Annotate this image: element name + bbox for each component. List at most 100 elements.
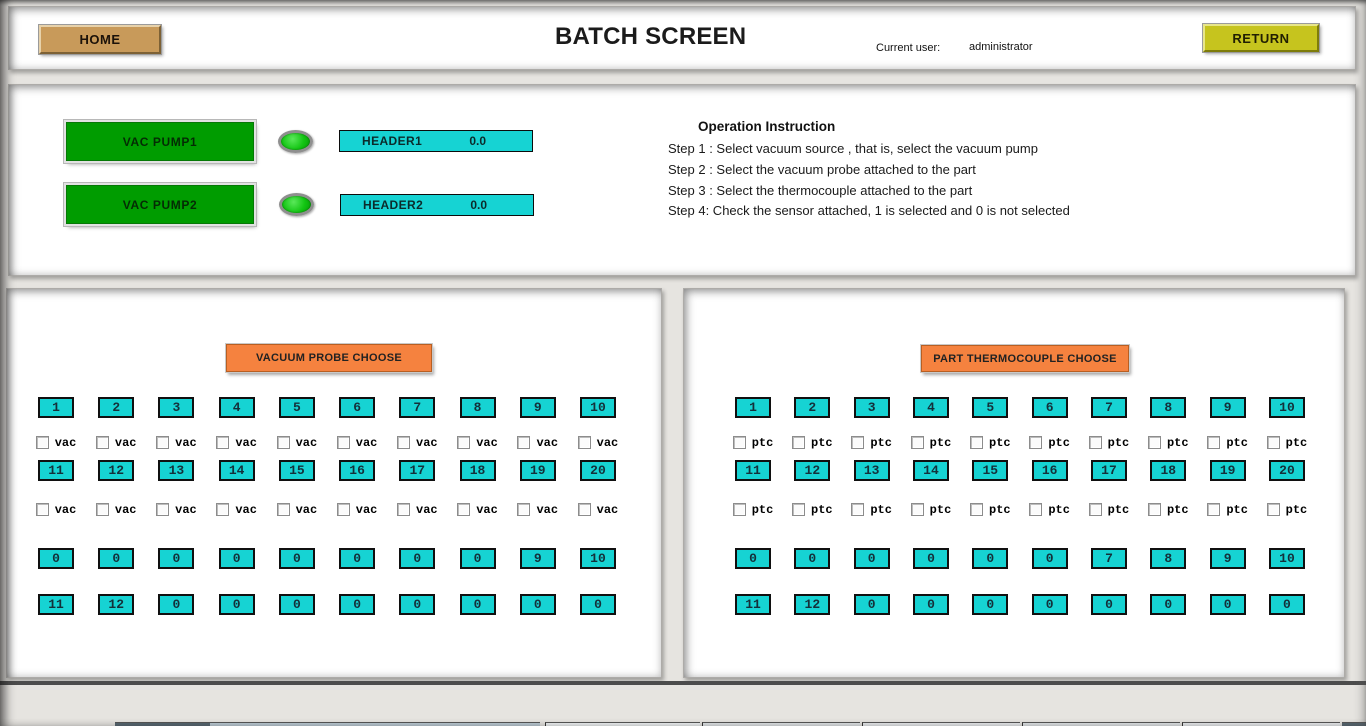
ptc-checkbox[interactable]: ptc: [1205, 430, 1251, 455]
checkbox-label: ptc: [751, 502, 774, 517]
ptc-checkbox[interactable]: ptc: [967, 497, 1013, 522]
vac-checkbox[interactable]: vac: [93, 430, 139, 455]
ptc-checkbox[interactable]: ptc: [849, 430, 895, 455]
checkbox-icon[interactable]: [156, 436, 170, 449]
current-user-label: Current user:: [876, 42, 941, 54]
vac-checkbox[interactable]: vac: [394, 430, 440, 455]
vac-checkbox[interactable]: vac: [153, 430, 199, 455]
ptc-checkbox[interactable]: ptc: [1264, 497, 1310, 522]
checkbox-icon[interactable]: [216, 503, 230, 516]
checkbox-icon[interactable]: [336, 503, 350, 516]
vac-checkbox[interactable]: vac: [575, 430, 621, 455]
vac-pump2-button[interactable]: VAC PUMP2: [66, 185, 254, 224]
ptc-checkbox[interactable]: ptc: [908, 430, 954, 455]
ptc-checkbox[interactable]: ptc: [789, 497, 835, 522]
checkbox-icon[interactable]: [457, 503, 471, 516]
vac-checkbox[interactable]: vac: [214, 497, 260, 522]
ptc-checkbox[interactable]: ptc: [967, 430, 1013, 455]
checkbox-icon[interactable]: [1147, 436, 1161, 449]
checkbox-icon[interactable]: [851, 436, 865, 449]
vac-checkbox[interactable]: vac: [33, 430, 79, 455]
vac-pump1-button[interactable]: VAC PUMP1: [66, 122, 254, 161]
checkbox-icon[interactable]: [851, 503, 865, 516]
checkbox-label: vac: [114, 435, 137, 450]
vac-checkbox-row-2: vac vac vac vac vac vac vac vac vac vac: [33, 497, 621, 522]
checkbox-icon[interactable]: [970, 503, 983, 516]
checkbox-icon[interactable]: [732, 503, 746, 516]
header2-display: HEADER2 0.0: [340, 194, 534, 216]
checkbox-icon[interactable]: [1147, 503, 1161, 516]
checkbox-label: vac: [355, 435, 378, 450]
checkbox-icon[interactable]: [397, 436, 410, 449]
ptc-checkbox[interactable]: ptc: [1145, 430, 1191, 455]
checkbox-icon[interactable]: [1088, 503, 1102, 516]
checkbox-icon[interactable]: [792, 503, 806, 516]
vac-checkbox[interactable]: vac: [334, 430, 380, 455]
checkbox-icon[interactable]: [517, 436, 531, 449]
checkbox-icon[interactable]: [216, 436, 230, 449]
checkbox-icon[interactable]: [397, 503, 410, 516]
checkbox-icon[interactable]: [517, 503, 531, 516]
checkbox-icon[interactable]: [1029, 436, 1043, 449]
checkbox-icon[interactable]: [910, 436, 924, 449]
checkbox-icon[interactable]: [1207, 503, 1221, 516]
vac-checkbox[interactable]: vac: [515, 497, 561, 522]
grid-cell: 4: [214, 395, 260, 420]
ptc-checkbox[interactable]: ptc: [730, 430, 776, 455]
grid-cell: 10: [1264, 395, 1310, 420]
checkbox-icon[interactable]: [156, 503, 170, 516]
ptc-checkbox[interactable]: ptc: [849, 497, 895, 522]
checkbox-icon[interactable]: [1266, 503, 1280, 516]
ptc-checkbox[interactable]: ptc: [789, 430, 835, 455]
grid-cell: 6: [1027, 395, 1073, 420]
pump1-status-led-icon: [278, 130, 313, 153]
checkbox-icon[interactable]: [792, 436, 806, 449]
home-button[interactable]: HOME: [39, 25, 161, 54]
grid-cell: 0: [515, 592, 561, 617]
ptc-checkbox[interactable]: ptc: [1086, 430, 1132, 455]
checkbox-icon[interactable]: [276, 503, 290, 516]
probe-number-box: 2: [98, 397, 135, 418]
checkbox-icon[interactable]: [336, 436, 350, 449]
checkbox-icon[interactable]: [1266, 436, 1280, 449]
checkbox-icon[interactable]: [35, 436, 49, 449]
vac-checkbox[interactable]: vac: [274, 430, 320, 455]
checkbox-icon[interactable]: [1088, 436, 1102, 449]
vac-checkbox[interactable]: vac: [455, 497, 501, 522]
vac-checkbox[interactable]: vac: [394, 497, 440, 522]
grid-cell: 18: [455, 458, 501, 483]
checkbox-icon[interactable]: [577, 436, 591, 449]
ptc-checkbox[interactable]: ptc: [730, 497, 776, 522]
checkbox-icon[interactable]: [95, 503, 109, 516]
return-button[interactable]: RETURN: [1203, 24, 1319, 52]
vac-checkbox[interactable]: vac: [93, 497, 139, 522]
vac-checkbox[interactable]: vac: [33, 497, 79, 522]
checkbox-icon[interactable]: [95, 436, 109, 449]
ptc-checkbox[interactable]: ptc: [1086, 497, 1132, 522]
checkbox-icon[interactable]: [1207, 436, 1221, 449]
checkbox-icon[interactable]: [970, 436, 983, 449]
checkbox-icon[interactable]: [577, 503, 591, 516]
checkbox-icon[interactable]: [457, 436, 471, 449]
checkbox-icon[interactable]: [1029, 503, 1043, 516]
vac-checkbox[interactable]: vac: [334, 497, 380, 522]
ptc-number-box: 1: [735, 397, 771, 418]
vac-checkbox[interactable]: vac: [455, 430, 501, 455]
checkbox-icon[interactable]: [35, 503, 49, 516]
checkbox-icon[interactable]: [276, 436, 290, 449]
vac-checkbox[interactable]: vac: [153, 497, 199, 522]
ptc-checkbox[interactable]: ptc: [1205, 497, 1251, 522]
ptc-checkbox[interactable]: ptc: [1027, 497, 1073, 522]
vac-checkbox[interactable]: vac: [274, 497, 320, 522]
checkbox-icon[interactable]: [732, 436, 746, 449]
ptc-checkbox[interactable]: ptc: [908, 497, 954, 522]
vac-checkbox[interactable]: vac: [214, 430, 260, 455]
ptc-checkbox[interactable]: ptc: [1027, 430, 1073, 455]
checkbox-label: vac: [235, 435, 257, 450]
vac-checkbox[interactable]: vac: [575, 497, 621, 522]
ptc-checkbox[interactable]: ptc: [1145, 497, 1191, 522]
checkbox-label: ptc: [1166, 435, 1189, 450]
vac-checkbox[interactable]: vac: [515, 430, 561, 455]
ptc-checkbox[interactable]: ptc: [1264, 430, 1310, 455]
checkbox-icon[interactable]: [910, 503, 924, 516]
